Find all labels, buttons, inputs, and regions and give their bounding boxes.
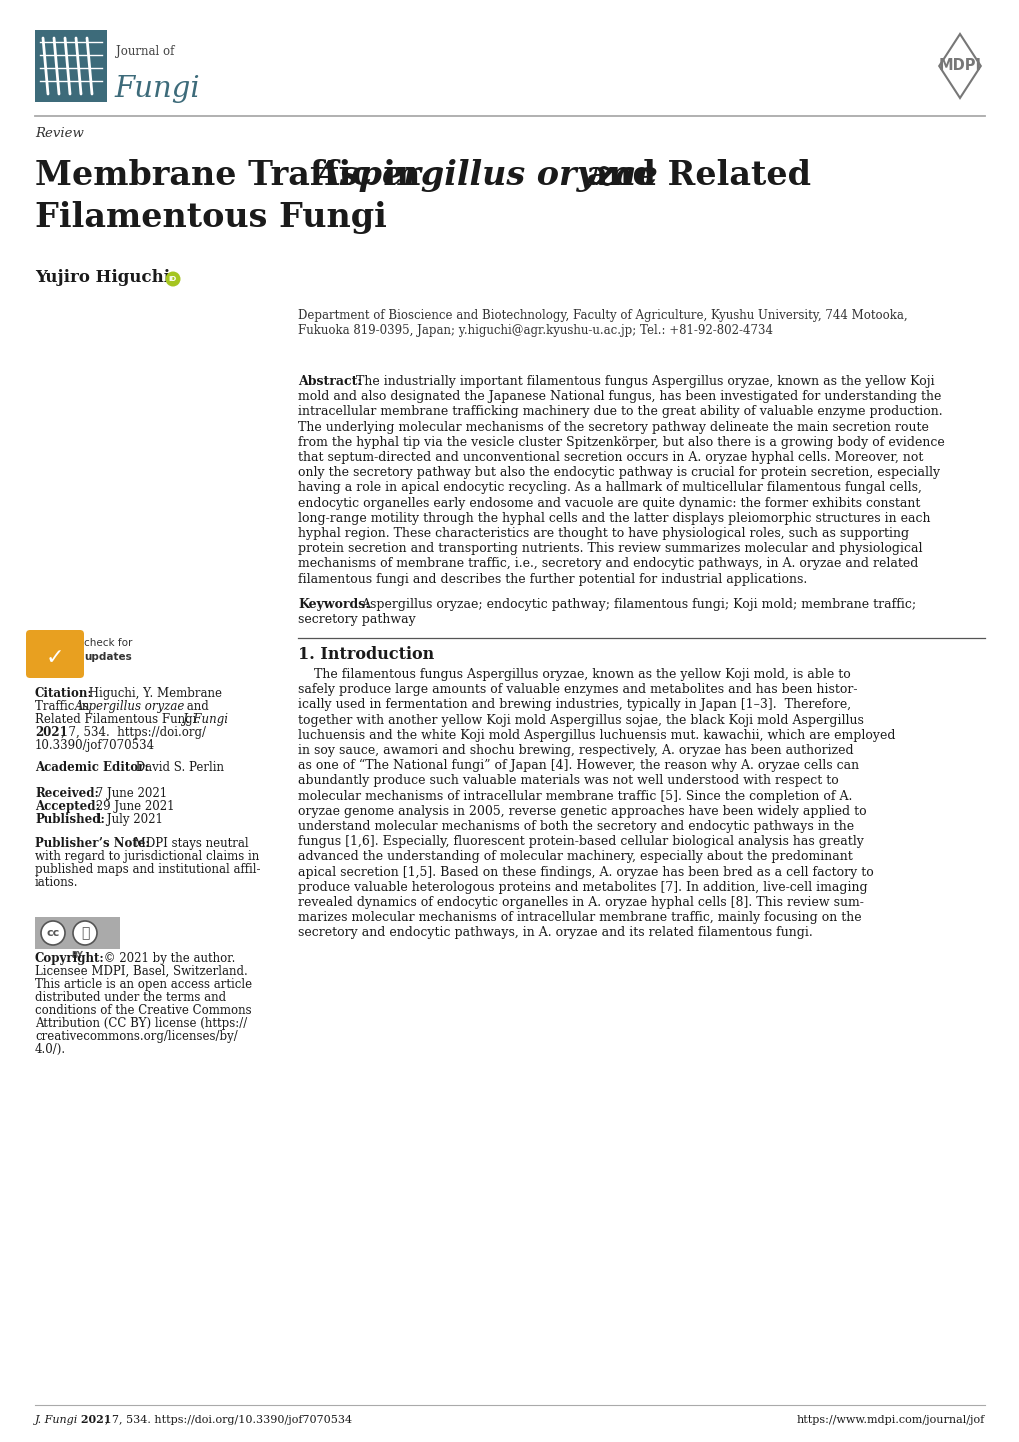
Text: 7 June 2021: 7 June 2021 <box>92 787 167 800</box>
Text: 1 July 2021: 1 July 2021 <box>92 813 163 826</box>
Text: 2021: 2021 <box>76 1415 111 1425</box>
Text: Traffic in: Traffic in <box>35 699 93 712</box>
Text: Publisher’s Note:: Publisher’s Note: <box>35 836 150 849</box>
Text: hyphal region. These characteristics are thought to have physiological roles, su: hyphal region. These characteristics are… <box>298 526 908 539</box>
Text: fungus [1,6]. Especially, fluorescent protein-based cellular biological analysis: fungus [1,6]. Especially, fluorescent pr… <box>298 835 863 848</box>
Text: understand molecular mechanisms of both the secretory and endocytic pathways in : understand molecular mechanisms of both … <box>298 820 853 833</box>
Text: intracellular membrane trafficking machinery due to the great ability of valuabl: intracellular membrane trafficking machi… <box>298 405 942 418</box>
Text: long-range motility through the hyphal cells and the latter displays pleiomorphi: long-range motility through the hyphal c… <box>298 512 929 525</box>
Text: secretory and endocytic pathways, in A. oryzae and its related filamentous fungi: secretory and endocytic pathways, in A. … <box>298 926 812 939</box>
Text: endocytic organelles early endosome and vacuole are quite dynamic: the former ex: endocytic organelles early endosome and … <box>298 496 919 509</box>
Text: Filamentous Fungi: Filamentous Fungi <box>35 200 386 234</box>
Text: Academic Editor:: Academic Editor: <box>35 761 149 774</box>
Text: revealed dynamics of endocytic organelles in A. oryzae hyphal cells [8]. This re: revealed dynamics of endocytic organelle… <box>298 895 863 908</box>
Text: protein secretion and transporting nutrients. This review summarizes molecular a: protein secretion and transporting nutri… <box>298 542 921 555</box>
Text: check for: check for <box>84 637 132 647</box>
Text: mechanisms of membrane traffic, i.e., secretory and endocytic pathways, in A. or: mechanisms of membrane traffic, i.e., se… <box>298 558 917 571</box>
Text: BY: BY <box>71 952 84 960</box>
Text: from the hyphal tip via the vesicle cluster Spitzenkörper, but also there is a g: from the hyphal tip via the vesicle clus… <box>298 435 944 448</box>
Text: only the secretory pathway but also the endocytic pathway is crucial for protein: only the secretory pathway but also the … <box>298 466 940 479</box>
Text: Attribution (CC BY) license (https://: Attribution (CC BY) license (https:// <box>35 1017 247 1030</box>
Text: Accepted:: Accepted: <box>35 800 100 813</box>
Text: Copyright:: Copyright: <box>35 952 105 965</box>
Circle shape <box>41 921 65 945</box>
Circle shape <box>165 271 180 287</box>
Text: as one of “The National fungi” of Japan [4]. However, the reason why A. oryzae c: as one of “The National fungi” of Japan … <box>298 758 858 773</box>
Text: Fungi: Fungi <box>114 75 200 102</box>
Text: Licensee MDPI, Basel, Switzerland.: Licensee MDPI, Basel, Switzerland. <box>35 965 248 978</box>
Text: distributed under the terms and: distributed under the terms and <box>35 991 226 1004</box>
Text: Membrane Traffic in: Membrane Traffic in <box>35 159 432 192</box>
Text: luchuensis and the white Koji mold Aspergillus luchuensis mut. kawachii, which a: luchuensis and the white Koji mold Asper… <box>298 728 895 741</box>
Text: conditions of the Creative Commons: conditions of the Creative Commons <box>35 1004 252 1017</box>
Text: 2021: 2021 <box>35 725 67 738</box>
Text: that septum-directed and unconventional secretion occurs in A. oryzae hyphal cel: that septum-directed and unconventional … <box>298 451 922 464</box>
Text: 29 June 2021: 29 June 2021 <box>92 800 174 813</box>
Text: MDPI: MDPI <box>937 59 980 74</box>
Text: Citation:: Citation: <box>35 686 93 699</box>
Bar <box>35 30 107 102</box>
Text: cc: cc <box>46 929 59 937</box>
Text: oryzae genome analysis in 2005, reverse genetic approaches have been widely appl: oryzae genome analysis in 2005, reverse … <box>298 805 866 818</box>
Text: apical secretion [1,5]. Based on these findings, A. oryzae has been bred as a ce: apical secretion [1,5]. Based on these f… <box>298 865 873 878</box>
Text: Aspergillus oryzae: Aspergillus oryzae <box>75 699 185 712</box>
Text: ically used in fermentation and brewing industries, typically in Japan [1–3].  T: ically used in fermentation and brewing … <box>298 698 850 711</box>
Text: creativecommons.org/licenses/by/: creativecommons.org/licenses/by/ <box>35 1030 237 1043</box>
Text: Aspergillus oryzae: Aspergillus oryzae <box>315 159 658 192</box>
Text: 4.0/).: 4.0/). <box>35 1043 66 1056</box>
Text: Related Filamentous Fungi.: Related Filamentous Fungi. <box>35 712 204 725</box>
Text: and: and <box>182 699 209 712</box>
Text: Received:: Received: <box>35 787 99 800</box>
Text: advanced the understanding of molecular machinery, especially about the predomin: advanced the understanding of molecular … <box>298 851 852 864</box>
Text: Keywords:: Keywords: <box>298 598 370 611</box>
Text: Fukuoka 819-0395, Japan; y.higuchi@agr.kyushu-u.ac.jp; Tel.: +81-92-802-4734: Fukuoka 819-0395, Japan; y.higuchi@agr.k… <box>298 324 772 337</box>
Text: secretory pathway: secretory pathway <box>298 613 416 626</box>
Text: Abstract:: Abstract: <box>298 375 362 388</box>
Text: 1. Introduction: 1. Introduction <box>298 646 434 663</box>
Text: ⓘ: ⓘ <box>81 926 89 940</box>
Text: This article is an open access article: This article is an open access article <box>35 978 252 991</box>
Text: , 7, 534. https://doi.org/10.3390/jof7070534: , 7, 534. https://doi.org/10.3390/jof707… <box>105 1415 352 1425</box>
Text: produce valuable heterologous proteins and metabolites [7]. In addition, live-ce: produce valuable heterologous proteins a… <box>298 881 867 894</box>
Text: with regard to jurisdictional claims in: with regard to jurisdictional claims in <box>35 849 259 862</box>
Text: Review: Review <box>35 127 84 140</box>
Circle shape <box>73 921 97 945</box>
Text: Department of Bioscience and Biotechnology, Faculty of Agriculture, Kyushu Unive: Department of Bioscience and Biotechnolo… <box>298 309 907 322</box>
Text: MDPI stays neutral: MDPI stays neutral <box>129 836 249 849</box>
Text: The industrially important filamentous fungus Aspergillus oryzae, known as the y: The industrially important filamentous f… <box>356 375 933 388</box>
Text: published maps and institutional affil-: published maps and institutional affil- <box>35 862 260 875</box>
Text: iations.: iations. <box>35 875 78 890</box>
Text: J. Fungi: J. Fungi <box>182 712 229 725</box>
Text: marizes molecular mechanisms of intracellular membrane traffic, mainly focusing : marizes molecular mechanisms of intracel… <box>298 911 861 924</box>
Text: abundantly produce such valuable materials was not well understood with respect : abundantly produce such valuable materia… <box>298 774 838 787</box>
Text: Higuchi, Y. Membrane: Higuchi, Y. Membrane <box>85 686 222 699</box>
Text: David S. Perlin: David S. Perlin <box>131 761 224 774</box>
Text: © 2021 by the author.: © 2021 by the author. <box>100 952 235 965</box>
Text: 10.3390/jof7070534: 10.3390/jof7070534 <box>35 738 155 751</box>
Text: molecular mechanisms of intracellular membrane traffic [5]. Since the completion: molecular mechanisms of intracellular me… <box>298 790 852 803</box>
Text: The filamentous fungus Aspergillus oryzae, known as the yellow Koji mold, is abl: The filamentous fungus Aspergillus oryza… <box>298 668 850 681</box>
Text: updates: updates <box>84 652 131 662</box>
Text: safely produce large amounts of valuable enzymes and metabolites and has been hi: safely produce large amounts of valuable… <box>298 684 857 696</box>
Text: J. Fungi: J. Fungi <box>35 1415 78 1425</box>
Text: iD: iD <box>169 275 177 283</box>
Text: filamentous fungi and describes the further potential for industrial application: filamentous fungi and describes the furt… <box>298 572 806 585</box>
Text: mold and also designated the Japanese National fungus, has been investigated for: mold and also designated the Japanese Na… <box>298 391 941 404</box>
Text: ✓: ✓ <box>46 647 64 668</box>
Bar <box>35 917 120 949</box>
Text: The underlying molecular mechanisms of the secretory pathway delineate the main : The underlying molecular mechanisms of t… <box>298 421 928 434</box>
Text: Published:: Published: <box>35 813 105 826</box>
Text: having a role in apical endocytic recycling. As a hallmark of multicellular fila: having a role in apical endocytic recycl… <box>298 482 921 495</box>
Text: Yujiro Higuchi: Yujiro Higuchi <box>35 270 170 286</box>
FancyBboxPatch shape <box>25 630 84 678</box>
Text: https://www.mdpi.com/journal/jof: https://www.mdpi.com/journal/jof <box>796 1415 984 1425</box>
Text: together with another yellow Koji mold Aspergillus sojae, the black Koji mold As: together with another yellow Koji mold A… <box>298 714 863 727</box>
Text: Aspergillus oryzae; endocytic pathway; filamentous fungi; Koji mold; membrane tr: Aspergillus oryzae; endocytic pathway; f… <box>361 598 915 611</box>
Text: Journal of: Journal of <box>116 45 174 58</box>
Text: in soy sauce, awamori and shochu brewing, respectively, A. oryzae has been autho: in soy sauce, awamori and shochu brewing… <box>298 744 853 757</box>
Text: and Related: and Related <box>575 159 810 192</box>
Text: , 7, 534.  https://doi.org/: , 7, 534. https://doi.org/ <box>61 725 206 738</box>
